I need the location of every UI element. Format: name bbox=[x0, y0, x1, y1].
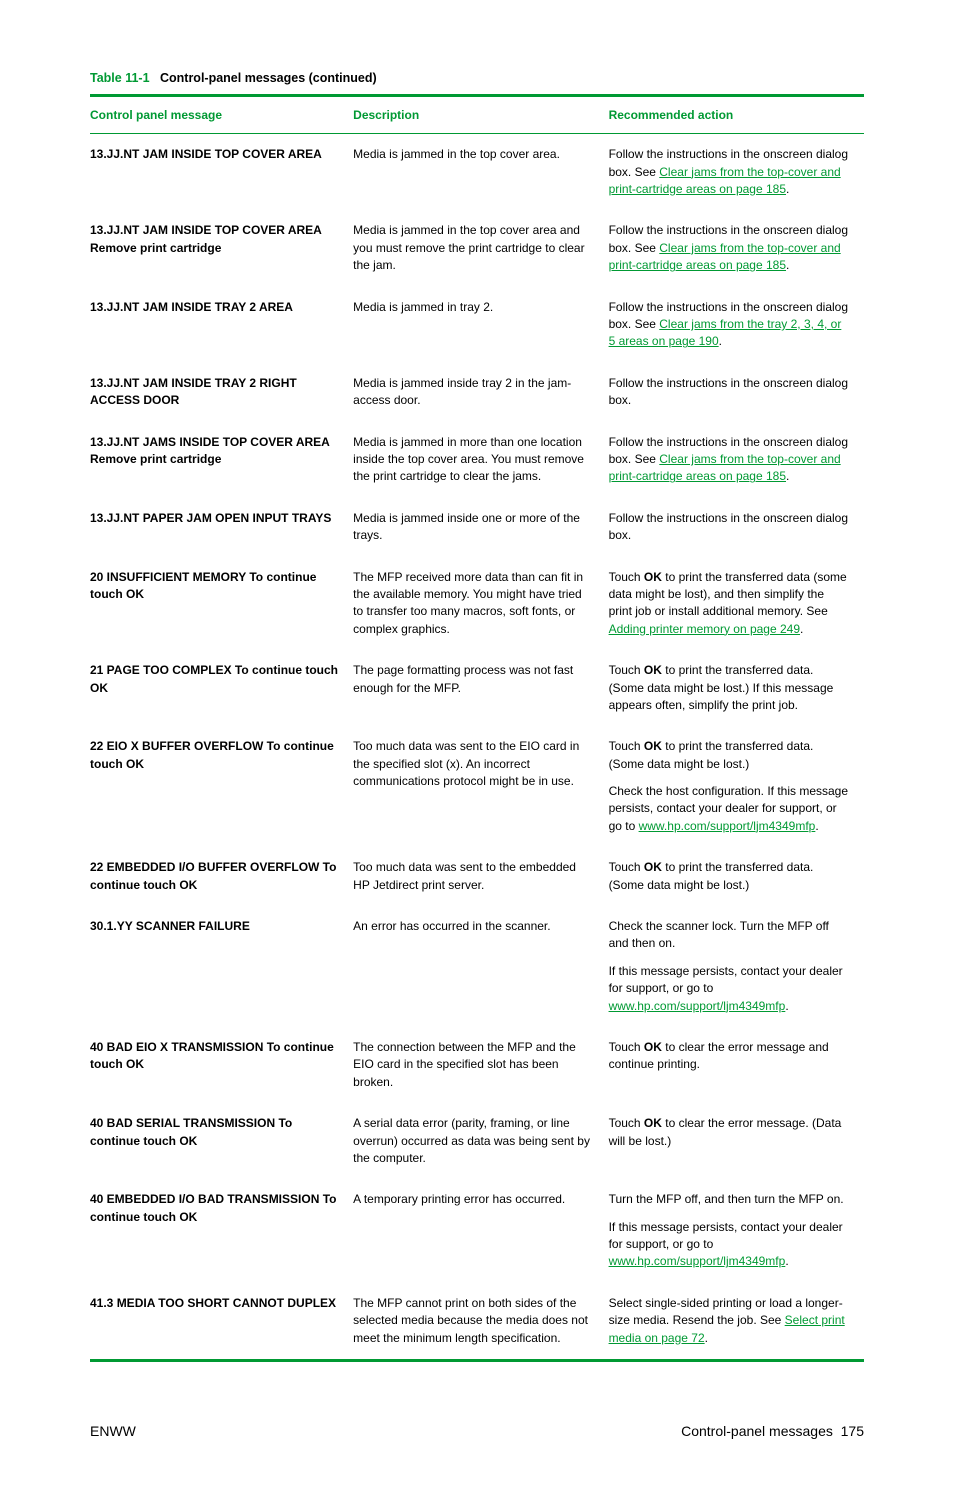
table-caption: Table 11-1 Control-panel messages (conti… bbox=[90, 70, 864, 88]
table-row: 13.JJ.NT PAPER JAM OPEN INPUT TRAYSMedia… bbox=[90, 498, 864, 557]
cell-action: Touch OK to print the transferred data. … bbox=[609, 650, 864, 726]
cell-action: Check the scanner lock. Turn the MFP off… bbox=[609, 906, 864, 1027]
table-row: 30.1.YY SCANNER FAILUREAn error has occu… bbox=[90, 906, 864, 1027]
table-row: 21 PAGE TOO COMPLEX To continue touch OK… bbox=[90, 650, 864, 726]
cell-action: Touch OK to print the transferred data (… bbox=[609, 557, 864, 651]
table-row: 22 EIO X BUFFER OVERFLOW To continue tou… bbox=[90, 726, 864, 847]
table-row: 13.JJ.NT JAM INSIDE TOP COVER AREA Remov… bbox=[90, 210, 864, 286]
table-row: 40 BAD SERIAL TRANSMISSION To continue t… bbox=[90, 1103, 864, 1179]
table-row: 40 EMBEDDED I/O BAD TRANSMISSION To cont… bbox=[90, 1179, 864, 1283]
cell-action: Follow the instructions in the onscreen … bbox=[609, 287, 864, 363]
cell-action: Touch OK to print the transferred data. … bbox=[609, 726, 864, 847]
link[interactable]: Clear jams from the tray 2, 3, 4, or 5 a… bbox=[609, 317, 842, 348]
table-number: Table 11-1 bbox=[90, 71, 150, 85]
cell-description: Media is jammed in the top cover area an… bbox=[353, 210, 608, 286]
messages-table: Control panel message Description Recomm… bbox=[90, 94, 864, 1363]
cell-message: 40 EMBEDDED I/O BAD TRANSMISSION To cont… bbox=[90, 1179, 353, 1283]
cell-description: The MFP received more data than can fit … bbox=[353, 557, 608, 651]
col-header-message: Control panel message bbox=[90, 97, 353, 134]
cell-description: Media is jammed inside tray 2 in the jam… bbox=[353, 363, 608, 422]
cell-description: Media is jammed in tray 2. bbox=[353, 287, 608, 363]
cell-message: 13.JJ.NT PAPER JAM OPEN INPUT TRAYS bbox=[90, 498, 353, 557]
cell-message: 20 INSUFFICIENT MEMORY To continue touch… bbox=[90, 557, 353, 651]
table-row: 40 BAD EIO X TRANSMISSION To continue to… bbox=[90, 1027, 864, 1103]
cell-message: 40 BAD EIO X TRANSMISSION To continue to… bbox=[90, 1027, 353, 1103]
cell-description: A serial data error (parity, framing, or… bbox=[353, 1103, 608, 1179]
cell-action: Touch OK to print the transferred data. … bbox=[609, 847, 864, 906]
cell-action: Select single-sided printing or load a l… bbox=[609, 1283, 864, 1361]
footer-left: ENWW bbox=[90, 1422, 136, 1442]
cell-message: 13.JJ.NT JAM INSIDE TRAY 2 AREA bbox=[90, 287, 353, 363]
cell-action: Follow the instructions in the onscreen … bbox=[609, 134, 864, 211]
cell-message: 13.JJ.NT JAMS INSIDE TOP COVER AREA Remo… bbox=[90, 422, 353, 498]
cell-message: 22 EIO X BUFFER OVERFLOW To continue tou… bbox=[90, 726, 353, 847]
link[interactable]: Clear jams from the top-cover and print-… bbox=[609, 241, 841, 272]
cell-message: 21 PAGE TOO COMPLEX To continue touch OK bbox=[90, 650, 353, 726]
cell-action: Follow the instructions in the onscreen … bbox=[609, 363, 864, 422]
cell-description: Media is jammed inside one or more of th… bbox=[353, 498, 608, 557]
table-row: 22 EMBEDDED I/O BUFFER OVERFLOW To conti… bbox=[90, 847, 864, 906]
cell-action: Touch OK to clear the error message. (Da… bbox=[609, 1103, 864, 1179]
cell-description: Media is jammed in the top cover area. bbox=[353, 134, 608, 211]
cell-message: 30.1.YY SCANNER FAILURE bbox=[90, 906, 353, 1027]
table-row: 13.JJ.NT JAM INSIDE TRAY 2 AREAMedia is … bbox=[90, 287, 864, 363]
cell-description: The MFP cannot print on both sides of th… bbox=[353, 1283, 608, 1361]
table-row: 13.JJ.NT JAM INSIDE TOP COVER AREAMedia … bbox=[90, 134, 864, 211]
cell-description: Media is jammed in more than one locatio… bbox=[353, 422, 608, 498]
cell-description: Too much data was sent to the EIO card i… bbox=[353, 726, 608, 847]
cell-message: 13.JJ.NT JAM INSIDE TOP COVER AREA Remov… bbox=[90, 210, 353, 286]
page-footer: ENWW Control-panel messages 175 bbox=[90, 1422, 864, 1442]
col-header-action: Recommended action bbox=[609, 97, 864, 134]
link[interactable]: Select print media on page 72 bbox=[609, 1313, 845, 1344]
table-title: Control-panel messages (continued) bbox=[160, 71, 377, 85]
cell-action: Turn the MFP off, and then turn the MFP … bbox=[609, 1179, 864, 1283]
footer-right: Control-panel messages 175 bbox=[681, 1422, 864, 1442]
link[interactable]: www.hp.com/support/ljm4349mfp bbox=[609, 999, 786, 1013]
cell-message: 13.JJ.NT JAM INSIDE TOP COVER AREA bbox=[90, 134, 353, 211]
col-header-description: Description bbox=[353, 97, 608, 134]
cell-message: 22 EMBEDDED I/O BUFFER OVERFLOW To conti… bbox=[90, 847, 353, 906]
link[interactable]: www.hp.com/support/ljm4349mfp bbox=[609, 1254, 786, 1268]
cell-description: The connection between the MFP and the E… bbox=[353, 1027, 608, 1103]
table-row: 41.3 MEDIA TOO SHORT CANNOT DUPLEXThe MF… bbox=[90, 1283, 864, 1361]
cell-description: An error has occurred in the scanner. bbox=[353, 906, 608, 1027]
link[interactable]: Clear jams from the top-cover and print-… bbox=[609, 165, 841, 196]
link[interactable]: Adding printer memory on page 249 bbox=[609, 622, 800, 636]
cell-description: Too much data was sent to the embedded H… bbox=[353, 847, 608, 906]
table-row: 13.JJ.NT JAM INSIDE TRAY 2 RIGHT ACCESS … bbox=[90, 363, 864, 422]
cell-action: Follow the instructions in the onscreen … bbox=[609, 498, 864, 557]
cell-message: 40 BAD SERIAL TRANSMISSION To continue t… bbox=[90, 1103, 353, 1179]
table-body: 13.JJ.NT JAM INSIDE TOP COVER AREAMedia … bbox=[90, 134, 864, 1361]
cell-message: 41.3 MEDIA TOO SHORT CANNOT DUPLEX bbox=[90, 1283, 353, 1361]
table-row: 13.JJ.NT JAMS INSIDE TOP COVER AREA Remo… bbox=[90, 422, 864, 498]
cell-description: A temporary printing error has occurred. bbox=[353, 1179, 608, 1283]
cell-action: Touch OK to clear the error message and … bbox=[609, 1027, 864, 1103]
table-row: 20 INSUFFICIENT MEMORY To continue touch… bbox=[90, 557, 864, 651]
cell-action: Follow the instructions in the onscreen … bbox=[609, 210, 864, 286]
link[interactable]: Clear jams from the top-cover and print-… bbox=[609, 452, 841, 483]
link[interactable]: www.hp.com/support/ljm4349mfp bbox=[639, 819, 816, 833]
cell-description: The page formatting process was not fast… bbox=[353, 650, 608, 726]
cell-message: 13.JJ.NT JAM INSIDE TRAY 2 RIGHT ACCESS … bbox=[90, 363, 353, 422]
cell-action: Follow the instructions in the onscreen … bbox=[609, 422, 864, 498]
